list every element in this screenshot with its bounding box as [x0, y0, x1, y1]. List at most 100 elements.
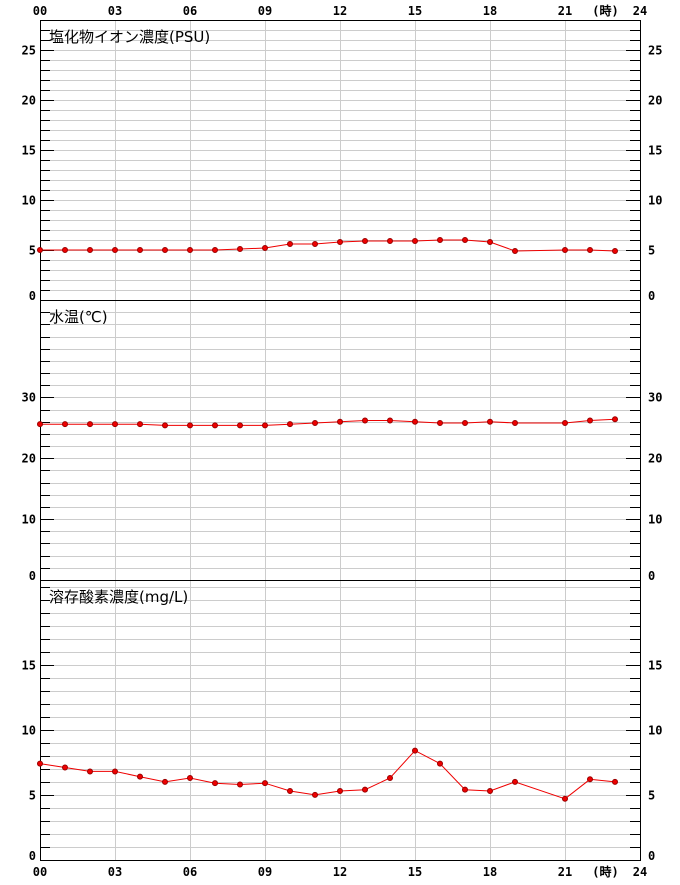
data-point	[87, 768, 93, 775]
y-tick-label-right: 10	[648, 194, 662, 208]
data-point	[262, 245, 268, 251]
data-point	[112, 768, 118, 775]
y-tick-label-right: 0	[648, 289, 655, 303]
x-tick-label-bottom: 21	[558, 865, 572, 879]
data-point	[587, 776, 593, 783]
data-point	[437, 237, 443, 243]
data-point	[112, 421, 118, 428]
y-tick-label-right: 20	[648, 452, 662, 466]
panel-3: 0 0 5 5 10 10 15 15 溶存酸素濃度(mg/L)	[22, 580, 662, 863]
panel-2: 0 0 10 10 20 20 30 30 水温(℃)	[22, 300, 662, 583]
data-point	[137, 421, 143, 428]
data-point	[37, 760, 43, 767]
x-tick-label-bottom: 15	[408, 865, 422, 879]
data-point	[562, 419, 568, 426]
data-point	[137, 247, 143, 253]
panel-title: 塩化物イオン濃度(PSU)	[49, 28, 210, 46]
y-tick-label-left: 0	[29, 569, 36, 583]
data-point	[362, 238, 368, 244]
panel-title: 水温(℃)	[49, 308, 108, 326]
data-point	[412, 418, 418, 425]
panel-title: 溶存酸素濃度(mg/L)	[49, 588, 188, 606]
data-point	[312, 241, 318, 247]
y-tick-label-right: 25	[648, 44, 662, 58]
data-point	[512, 778, 518, 785]
x-tick-label-top: 18	[483, 4, 497, 18]
data-point	[287, 421, 293, 428]
y-tick-label-left: 30	[22, 391, 36, 405]
data-point	[287, 787, 293, 794]
data-point	[562, 795, 568, 802]
data-point	[237, 246, 243, 252]
data-point	[62, 247, 68, 253]
y-tick-label-left: 15	[22, 659, 36, 673]
data-point	[587, 247, 593, 253]
panel-1: 0 0 5 5 10 10 15 15 20 20 25 25 塩化物イオン濃度(PSU)	[22, 20, 662, 303]
data-point	[362, 417, 368, 424]
y-tick-label-right: 20	[648, 94, 662, 108]
y-tick-label-left: 0	[29, 289, 36, 303]
x-unit-label-bottom: (時)	[592, 864, 618, 879]
data-point	[237, 781, 243, 788]
data-point	[487, 239, 493, 245]
data-point	[312, 791, 318, 798]
data-point	[362, 786, 368, 793]
data-point	[612, 416, 618, 423]
data-point	[337, 418, 343, 425]
data-point	[87, 247, 93, 253]
y-tick-label-left: 0	[29, 849, 36, 863]
data-point	[212, 422, 218, 429]
data-point	[462, 237, 468, 243]
data-point	[437, 419, 443, 426]
data-point	[62, 764, 68, 771]
y-tick-label-right: 15	[648, 144, 662, 158]
x-tick-label-top: 09	[258, 4, 272, 18]
data-point	[37, 247, 43, 253]
data-point	[62, 421, 68, 428]
x-tick-label-bottom: 03	[108, 865, 122, 879]
data-point	[112, 247, 118, 253]
data-point	[587, 417, 593, 424]
data-point	[37, 421, 43, 428]
y-tick-label-left: 15	[22, 144, 36, 158]
data-point	[262, 780, 268, 787]
data-point	[412, 747, 418, 754]
x-unit-label-top: (時)	[592, 3, 618, 18]
data-point	[262, 422, 268, 429]
x-tick-label-top: 21	[558, 4, 572, 18]
y-tick-label-left: 20	[22, 94, 36, 108]
x-tick-label-bottom: 00	[33, 865, 47, 879]
y-tick-label-left: 10	[22, 513, 36, 527]
data-point	[387, 774, 393, 781]
y-tick-label-left: 5	[29, 789, 36, 803]
y-tick-label-right: 15	[648, 659, 662, 673]
data-point	[87, 421, 93, 428]
x-tick-label-bottom: 12	[333, 865, 347, 879]
y-tick-label-right: 30	[648, 391, 662, 405]
data-point	[437, 760, 443, 767]
y-tick-label-left: 10	[22, 724, 36, 738]
data-point	[287, 241, 293, 247]
y-tick-label-left: 25	[22, 44, 36, 58]
data-point	[187, 247, 193, 253]
y-tick-label-right: 0	[648, 849, 655, 863]
x-tick-label-top: 12	[333, 4, 347, 18]
data-point	[312, 419, 318, 426]
y-tick-label-right: 5	[648, 789, 655, 803]
y-tick-label-right: 10	[648, 513, 662, 527]
y-tick-label-left: 5	[29, 244, 36, 258]
data-point	[187, 422, 193, 429]
data-point	[612, 248, 618, 254]
x-tick-label-top: 15	[408, 4, 422, 18]
x-tick-label-top: 00	[33, 4, 47, 18]
panel-frame	[40, 580, 641, 861]
data-point	[162, 778, 168, 785]
y-tick-label-right: 0	[648, 569, 655, 583]
x-tick-label-bottom: 09	[258, 865, 272, 879]
y-tick-label-right: 5	[648, 244, 655, 258]
y-tick-label-right: 10	[648, 724, 662, 738]
data-point	[412, 238, 418, 244]
data-point	[462, 786, 468, 793]
data-point	[162, 422, 168, 429]
